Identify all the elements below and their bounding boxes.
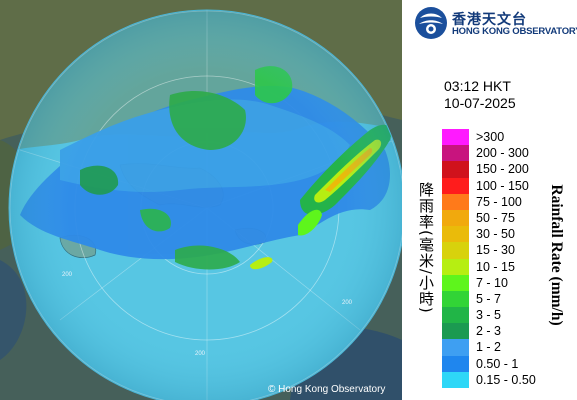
legend-title-chinese: 降雨率(毫米/小時) <box>417 182 435 314</box>
legend-row: 50 - 75 <box>442 209 562 227</box>
observation-date: 10-07-2025 <box>444 95 516 111</box>
legend-label: 200 - 300 <box>476 146 529 161</box>
legend-swatch <box>442 290 469 308</box>
range-label: 200 <box>342 300 353 306</box>
legend-label: 1 - 2 <box>476 340 502 355</box>
legend-label: 100 - 150 <box>476 178 529 193</box>
legend-swatch <box>442 371 469 388</box>
legend-row: 0.50 - 1 <box>442 355 562 372</box>
legend-row: 75 - 100 <box>442 193 562 210</box>
legend-label: 75 - 100 <box>476 194 522 209</box>
legend-swatch <box>442 339 469 356</box>
legend-title-english: Rainfall Rate (mm/h) <box>543 130 569 380</box>
observatory-emblem-icon <box>415 7 447 39</box>
legend-swatch <box>442 355 469 372</box>
legend-swatch <box>442 323 469 340</box>
legend-label: 10 - 15 <box>476 259 515 274</box>
legend-label: 30 - 50 <box>476 227 515 242</box>
legend-swatch <box>442 161 469 178</box>
info-panel: 香港天文台 HONG KONG OBSERVATORY 03:12 HKT 10… <box>402 0 577 400</box>
legend-row: 3 - 5 <box>442 307 562 324</box>
legend-row: 200 - 300 <box>442 145 562 162</box>
legend-label: 15 - 30 <box>476 243 515 258</box>
legend-label: 0.50 - 1 <box>476 356 519 371</box>
legend-label: >300 <box>476 130 505 144</box>
observation-time: 03:12 HKT <box>444 78 511 94</box>
legend-label: 3 - 5 <box>476 308 502 323</box>
legend-row: 15 - 30 <box>442 242 562 259</box>
radar-map: 200 200 200 © Hong Kong Observatory <box>0 0 402 400</box>
legend-row: 5 - 7 <box>442 290 562 308</box>
observatory-logo: 香港天文台 HONG KONG OBSERVATORY <box>414 6 577 40</box>
legend-swatch <box>442 129 469 146</box>
legend-swatch <box>442 209 469 227</box>
legend-swatch <box>442 274 469 291</box>
legend-swatch <box>442 258 469 275</box>
legend-label: 150 - 200 <box>476 162 529 177</box>
legend-swatch <box>442 242 469 259</box>
legend-swatch <box>442 177 469 194</box>
legend-label: 2 - 3 <box>476 324 502 339</box>
legend-row: 2 - 3 <box>442 323 562 340</box>
legend-row: >300 <box>442 129 562 146</box>
range-label: 200 <box>195 351 206 357</box>
legend-swatch <box>442 307 469 324</box>
legend-row: 30 - 50 <box>442 226 562 243</box>
logo-text-chinese: 香港天文台 <box>452 12 527 28</box>
legend-swatch <box>442 193 469 210</box>
copyright-credit: © Hong Kong Observatory <box>268 384 386 395</box>
legend-label: 0.15 - 0.50 <box>476 372 536 387</box>
legend-label: 5 - 7 <box>476 291 502 306</box>
legend-row: 0.15 - 0.50 <box>442 371 562 388</box>
legend-label: 50 - 75 <box>476 210 515 225</box>
range-label: 200 <box>62 272 73 278</box>
legend-row: 1 - 2 <box>442 339 562 356</box>
legend-row: 7 - 10 <box>442 274 562 291</box>
legend-swatch <box>442 226 469 243</box>
legend-row: 10 - 15 <box>442 258 562 275</box>
legend-label: 7 - 10 <box>476 275 508 290</box>
legend-row: 100 - 150 <box>442 177 562 194</box>
rainfall-legend: >300 200 - 300 150 - 200 100 - 150 75 - 100 5… <box>442 129 562 388</box>
logo-text-english: HONG KONG OBSERVATORY <box>452 26 577 37</box>
legend-swatch <box>442 145 469 162</box>
legend-title-english-text: Rainfall Rate (mm/h) <box>548 184 565 326</box>
legend-row: 150 - 200 <box>442 161 562 178</box>
radar-range-edge <box>8 9 402 400</box>
